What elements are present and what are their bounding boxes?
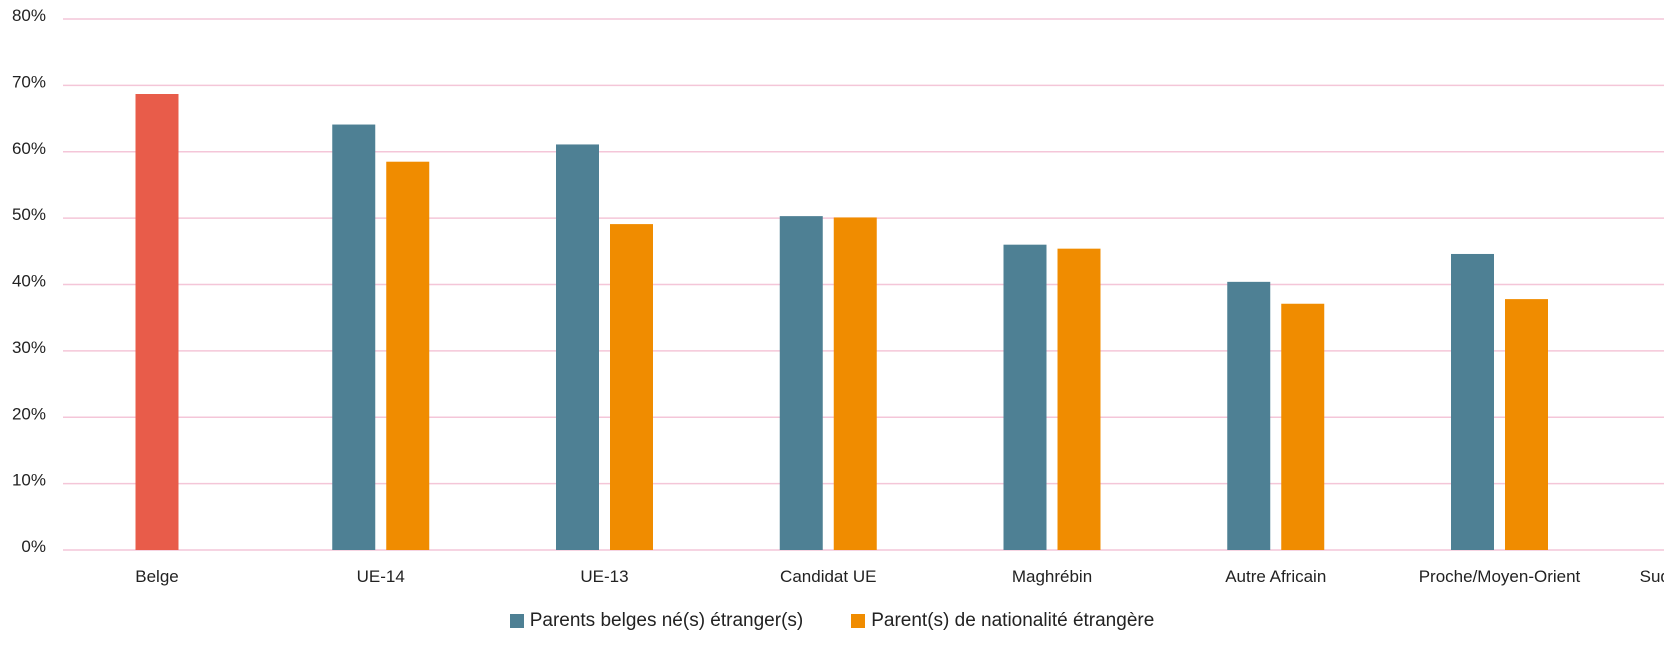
- bar-series-1: [779, 216, 823, 551]
- y-tick-label: 50%: [12, 205, 46, 224]
- bar-series-2: [1281, 303, 1325, 550]
- x-tick-label: Autre Africain: [1225, 567, 1326, 586]
- y-tick-label: 70%: [12, 72, 46, 91]
- bar-series-2: [1505, 299, 1548, 550]
- y-tick-label: 80%: [12, 6, 46, 25]
- bar-series-2: [610, 224, 653, 550]
- x-tick-label: Proche/Moyen-Orient: [1419, 567, 1581, 586]
- y-tick-label: 40%: [12, 272, 46, 291]
- legend-item-series-1: Parents belges né(s) étranger(s): [509, 608, 804, 634]
- y-tick-label: 30%: [12, 338, 46, 357]
- bar-reference: [135, 94, 179, 550]
- x-tick-label: UE-13: [580, 567, 628, 586]
- x-tick-label: Sud/Centre-Américain: [1640, 567, 1664, 586]
- bar-series-1: [1451, 253, 1494, 550]
- legend: Parents belges né(s) étranger(s) Parent(…: [0, 608, 1664, 634]
- legend-swatch-series-2: [851, 614, 866, 628]
- legend-label-series-2: Parent(s) de nationalité étrangère: [871, 610, 1155, 631]
- y-axis: 0% 10% 20% 30% 40% 50% 60% 70% 80%: [12, 6, 46, 556]
- bars: [135, 94, 1548, 551]
- bar-series-1: [332, 124, 376, 550]
- legend-label-series-1: Parents belges né(s) étranger(s): [529, 610, 804, 631]
- y-tick-label: 10%: [12, 471, 46, 490]
- x-tick-label: Maghrébin: [1012, 567, 1092, 586]
- x-tick-label: Candidat UE: [780, 567, 876, 586]
- bar-series-2: [386, 161, 430, 551]
- bar-series-2: [833, 217, 877, 550]
- x-tick-label: Belge: [135, 567, 178, 586]
- y-tick-label: 60%: [12, 139, 46, 158]
- y-tick-label: 0%: [21, 537, 46, 556]
- x-tick-label: UE-14: [357, 567, 405, 586]
- bar-series-1: [1227, 281, 1271, 550]
- bar-series-1: [556, 144, 599, 551]
- bar-series-2: [1057, 248, 1101, 550]
- legend-swatch-series-1: [509, 614, 524, 628]
- legend-item-series-2: Parent(s) de nationalité étrangère: [851, 608, 1154, 634]
- bar-series-1: [1003, 244, 1047, 551]
- y-tick-label: 20%: [12, 404, 46, 423]
- x-axis: Belge UE-14 UE-13 Candidat UE Maghrébin Autre…: [135, 567, 1664, 586]
